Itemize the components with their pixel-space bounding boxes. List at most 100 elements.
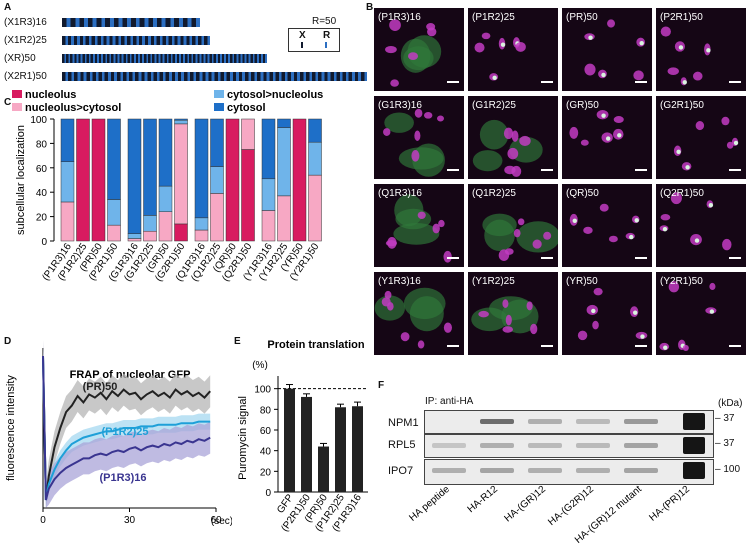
micrograph-tile: (YR)50 <box>562 272 652 355</box>
scale-bar <box>729 257 741 259</box>
nucleolus-signal <box>511 130 519 142</box>
y-tick-label: 20 <box>260 467 272 478</box>
y-tick-label: 0 <box>265 488 271 499</box>
gfp-signal <box>605 136 611 141</box>
kda-marker: – 100 <box>715 464 741 475</box>
legend-swatch <box>214 103 224 111</box>
scale-bar <box>635 81 647 83</box>
micrograph-image <box>482 213 558 261</box>
stacked-bar-segment <box>158 211 173 242</box>
stacked-bar-segment <box>277 118 291 128</box>
nucleolus-signal <box>423 112 433 119</box>
bar <box>284 388 295 492</box>
micrograph-tile: (QR)50 <box>562 184 652 267</box>
blot-band <box>683 437 705 454</box>
panel-label-b: B <box>366 2 374 13</box>
micrograph-tile: (G1R3)16 <box>374 96 464 179</box>
construct-label: (XR)50 <box>4 53 36 64</box>
cytosol-signal <box>384 112 414 133</box>
micrograph-label: (P1R3)16 <box>378 12 421 23</box>
x-tick-label: 30 <box>124 515 136 526</box>
y-tick-label: 100 <box>254 385 271 396</box>
nucleolus-signal <box>481 32 491 40</box>
micrograph-label: (G1R3)16 <box>378 100 422 111</box>
nucleolus-signal <box>580 139 589 146</box>
stacked-bar-segment <box>210 166 224 194</box>
blot-band <box>683 413 705 430</box>
blot-band <box>528 443 562 448</box>
cytosol-signal <box>398 147 444 170</box>
micrograph-tile: (Q1R3)16 <box>374 184 464 267</box>
gfp-signal <box>634 218 639 223</box>
micrograph-image <box>383 108 445 177</box>
construct-label: (X2R1)50 <box>4 71 47 82</box>
error-band <box>43 340 211 508</box>
stacked-bar-segment <box>143 230 157 242</box>
stacked-bar-segment <box>91 118 106 242</box>
nucleolus-signal <box>667 67 679 75</box>
nucleolus-signal <box>682 344 689 351</box>
stacked-bar-segment <box>261 210 276 242</box>
y-axis-label: Puromycin signal <box>237 396 249 480</box>
panel-label-f: F <box>378 380 385 391</box>
gfp-signal <box>706 48 711 53</box>
cytosol-signal <box>407 35 442 68</box>
nucleolus-signal <box>390 79 399 87</box>
nucleolus-signal <box>503 127 514 140</box>
nucleolus-signal <box>384 290 392 299</box>
legend-label: nucleolus>cytosol <box>25 102 121 114</box>
series-label: (P1R2)25 <box>101 426 148 438</box>
stacked-bar-segment <box>174 123 188 225</box>
micrograph-image <box>474 32 526 81</box>
scale-bar <box>729 81 741 83</box>
panel-label-c: C <box>4 97 12 108</box>
stacked-bar-segment <box>261 118 276 180</box>
nucleolus-signal <box>513 228 521 238</box>
nucleolus-signal <box>608 235 618 243</box>
scale-bar <box>541 345 553 347</box>
blot-strip <box>424 410 714 434</box>
panel-label-a: A <box>4 2 12 13</box>
legend-title: R=50 <box>312 16 337 27</box>
legend-label: cytosol>nucleolus <box>227 89 323 101</box>
series-label: (P1R3)16 <box>99 472 146 484</box>
nucleolus-signal <box>592 320 599 330</box>
micrograph-label: (PR)50 <box>566 12 598 23</box>
blot-title: IP: anti-HA <box>425 396 474 407</box>
stacked-bar-segment <box>174 223 188 242</box>
nucleolus-signal <box>432 223 440 234</box>
micrograph-label: (GR)50 <box>566 100 599 111</box>
blot-strip <box>424 434 714 458</box>
bar <box>301 396 312 492</box>
y-tick-label: 40 <box>36 188 48 199</box>
legend-swatch <box>12 103 22 111</box>
stacked-bar-segment <box>292 118 307 242</box>
blot-row-label: IPO7 <box>388 465 414 477</box>
gfp-signal <box>676 149 681 154</box>
micrograph-image <box>660 26 711 86</box>
construct-bar <box>62 36 210 45</box>
legend-box: X R <box>288 28 340 52</box>
nucleolus-signal <box>414 108 423 118</box>
micrograph-label: (Y1R2)25 <box>472 276 515 287</box>
stacked-bar-segment <box>107 118 121 200</box>
nucleolus-signal <box>633 70 644 81</box>
micrograph-tile: (Y1R2)25 <box>468 272 558 355</box>
cytosol-signal <box>479 119 509 150</box>
nucleolus-signal <box>408 52 419 60</box>
legend-x-label: X <box>299 30 306 41</box>
blot-band <box>624 468 658 473</box>
y-tick-label: 80 <box>260 405 272 416</box>
nucleolus-signal <box>583 226 593 235</box>
nucleolus-signal <box>400 332 410 342</box>
micrograph-image <box>569 110 624 146</box>
micrograph-label: (Q1R3)16 <box>378 188 422 199</box>
y-axis-label: fluorescence intensity <box>5 375 17 481</box>
gfp-signal <box>601 72 606 78</box>
gfp-signal <box>663 345 668 350</box>
y-tick-label: 0 <box>41 237 47 248</box>
blot-row-label: RPL5 <box>388 439 416 451</box>
nucleolus-signal <box>387 236 397 249</box>
series-line <box>42 355 211 501</box>
stacked-bar-segment <box>308 174 322 242</box>
